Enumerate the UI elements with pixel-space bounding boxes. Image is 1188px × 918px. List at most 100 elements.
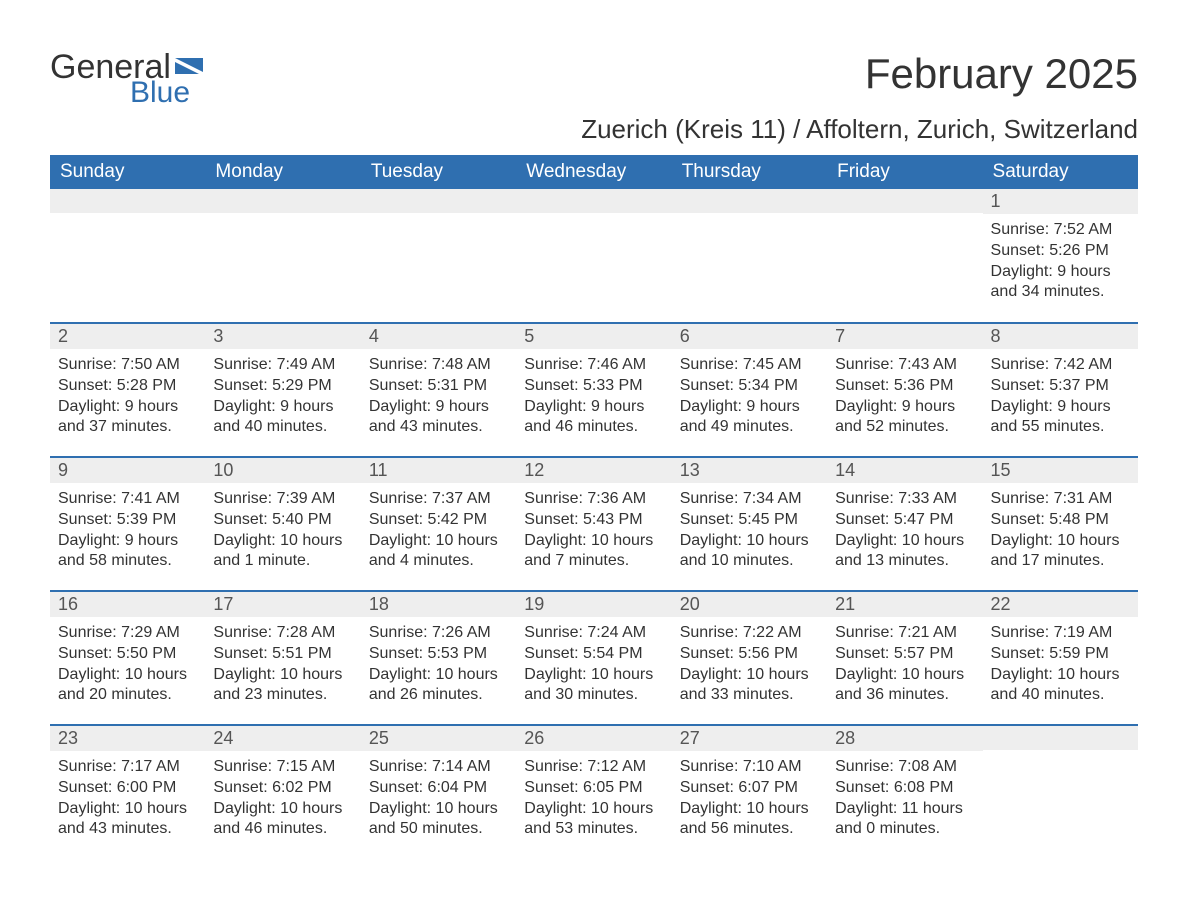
sunset-text: Sunset: 5:53 PM	[369, 644, 508, 665]
dl2-text: and 46 minutes.	[524, 417, 663, 438]
day-number: 4	[361, 324, 516, 349]
weekday-header-row: Sunday Monday Tuesday Wednesday Thursday…	[50, 155, 1138, 189]
calendar-cell	[516, 189, 671, 323]
cell-body	[827, 213, 982, 225]
sunset-text: Sunset: 5:29 PM	[213, 376, 352, 397]
day-number	[205, 189, 360, 213]
weekday-header: Tuesday	[361, 155, 516, 189]
sunrise-text: Sunrise: 7:37 AM	[369, 489, 508, 510]
day-number: 17	[205, 592, 360, 617]
dl2-text: and 56 minutes.	[680, 819, 819, 840]
sunset-text: Sunset: 5:43 PM	[524, 510, 663, 531]
dl1-text: Daylight: 10 hours	[680, 531, 819, 552]
sunset-text: Sunset: 5:48 PM	[991, 510, 1130, 531]
weekday-header: Friday	[827, 155, 982, 189]
calendar-cell: 19Sunrise: 7:24 AMSunset: 5:54 PMDayligh…	[516, 591, 671, 725]
dl2-text: and 43 minutes.	[369, 417, 508, 438]
dl2-text: and 52 minutes.	[835, 417, 974, 438]
day-number: 14	[827, 458, 982, 483]
calendar-cell	[672, 189, 827, 323]
calendar-cell: 18Sunrise: 7:26 AMSunset: 5:53 PMDayligh…	[361, 591, 516, 725]
weekday-header: Thursday	[672, 155, 827, 189]
dl1-text: Daylight: 9 hours	[680, 397, 819, 418]
day-number: 10	[205, 458, 360, 483]
cell-body: Sunrise: 7:29 AMSunset: 5:50 PMDaylight:…	[50, 617, 205, 712]
calendar-cell: 28Sunrise: 7:08 AMSunset: 6:08 PMDayligh…	[827, 725, 982, 859]
dl2-text: and 58 minutes.	[58, 551, 197, 572]
calendar-cell: 14Sunrise: 7:33 AMSunset: 5:47 PMDayligh…	[827, 457, 982, 591]
calendar-week-row: 16Sunrise: 7:29 AMSunset: 5:50 PMDayligh…	[50, 591, 1138, 725]
dl1-text: Daylight: 10 hours	[213, 799, 352, 820]
calendar-week-row: 23Sunrise: 7:17 AMSunset: 6:00 PMDayligh…	[50, 725, 1138, 859]
calendar-cell: 11Sunrise: 7:37 AMSunset: 5:42 PMDayligh…	[361, 457, 516, 591]
sunset-text: Sunset: 5:40 PM	[213, 510, 352, 531]
sunset-text: Sunset: 5:34 PM	[680, 376, 819, 397]
dl2-text: and 49 minutes.	[680, 417, 819, 438]
cell-body: Sunrise: 7:26 AMSunset: 5:53 PMDaylight:…	[361, 617, 516, 712]
weekday-header: Wednesday	[516, 155, 671, 189]
dl1-text: Daylight: 10 hours	[524, 799, 663, 820]
calendar-cell: 20Sunrise: 7:22 AMSunset: 5:56 PMDayligh…	[672, 591, 827, 725]
cell-body: Sunrise: 7:46 AMSunset: 5:33 PMDaylight:…	[516, 349, 671, 444]
calendar-week-row: 9Sunrise: 7:41 AMSunset: 5:39 PMDaylight…	[50, 457, 1138, 591]
sunrise-text: Sunrise: 7:17 AM	[58, 757, 197, 778]
day-number: 15	[983, 458, 1138, 483]
dl2-text: and 55 minutes.	[991, 417, 1130, 438]
sunrise-text: Sunrise: 7:52 AM	[991, 220, 1130, 241]
calendar-body: 1Sunrise: 7:52 AMSunset: 5:26 PMDaylight…	[50, 189, 1138, 859]
sunrise-text: Sunrise: 7:48 AM	[369, 355, 508, 376]
day-number: 1	[983, 189, 1138, 214]
sunset-text: Sunset: 5:54 PM	[524, 644, 663, 665]
flag-icon	[175, 58, 203, 80]
dl1-text: Daylight: 10 hours	[991, 665, 1130, 686]
sunrise-text: Sunrise: 7:15 AM	[213, 757, 352, 778]
calendar-cell	[983, 725, 1138, 859]
cell-body: Sunrise: 7:41 AMSunset: 5:39 PMDaylight:…	[50, 483, 205, 578]
calendar-week-row: 2Sunrise: 7:50 AMSunset: 5:28 PMDaylight…	[50, 323, 1138, 457]
dl1-text: Daylight: 10 hours	[369, 665, 508, 686]
dl2-text: and 46 minutes.	[213, 819, 352, 840]
day-number	[827, 189, 982, 213]
dl1-text: Daylight: 10 hours	[369, 531, 508, 552]
sunrise-text: Sunrise: 7:24 AM	[524, 623, 663, 644]
dl1-text: Daylight: 10 hours	[680, 799, 819, 820]
sunrise-text: Sunrise: 7:46 AM	[524, 355, 663, 376]
dl2-text: and 4 minutes.	[369, 551, 508, 572]
sunrise-text: Sunrise: 7:22 AM	[680, 623, 819, 644]
sunrise-text: Sunrise: 7:21 AM	[835, 623, 974, 644]
day-number: 26	[516, 726, 671, 751]
dl1-text: Daylight: 9 hours	[213, 397, 352, 418]
day-number: 27	[672, 726, 827, 751]
day-number	[516, 189, 671, 213]
dl1-text: Daylight: 9 hours	[835, 397, 974, 418]
sunrise-text: Sunrise: 7:39 AM	[213, 489, 352, 510]
sunrise-text: Sunrise: 7:43 AM	[835, 355, 974, 376]
dl1-text: Daylight: 9 hours	[524, 397, 663, 418]
dl2-text: and 1 minute.	[213, 551, 352, 572]
cell-body: Sunrise: 7:50 AMSunset: 5:28 PMDaylight:…	[50, 349, 205, 444]
dl1-text: Daylight: 10 hours	[213, 665, 352, 686]
calendar-cell: 10Sunrise: 7:39 AMSunset: 5:40 PMDayligh…	[205, 457, 360, 591]
calendar-cell: 13Sunrise: 7:34 AMSunset: 5:45 PMDayligh…	[672, 457, 827, 591]
weekday-header: Monday	[205, 155, 360, 189]
calendar-cell: 1Sunrise: 7:52 AMSunset: 5:26 PMDaylight…	[983, 189, 1138, 323]
sunrise-text: Sunrise: 7:14 AM	[369, 757, 508, 778]
calendar-cell: 12Sunrise: 7:36 AMSunset: 5:43 PMDayligh…	[516, 457, 671, 591]
dl2-text: and 40 minutes.	[991, 685, 1130, 706]
cell-body: Sunrise: 7:52 AMSunset: 5:26 PMDaylight:…	[983, 214, 1138, 309]
calendar-cell	[205, 189, 360, 323]
dl2-text: and 37 minutes.	[58, 417, 197, 438]
calendar-cell: 9Sunrise: 7:41 AMSunset: 5:39 PMDaylight…	[50, 457, 205, 591]
dl2-text: and 43 minutes.	[58, 819, 197, 840]
day-number: 25	[361, 726, 516, 751]
sunrise-text: Sunrise: 7:19 AM	[991, 623, 1130, 644]
calendar-cell: 2Sunrise: 7:50 AMSunset: 5:28 PMDaylight…	[50, 323, 205, 457]
day-number: 2	[50, 324, 205, 349]
cell-body: Sunrise: 7:14 AMSunset: 6:04 PMDaylight:…	[361, 751, 516, 846]
sunset-text: Sunset: 5:26 PM	[991, 241, 1130, 262]
sunset-text: Sunset: 6:00 PM	[58, 778, 197, 799]
day-number: 22	[983, 592, 1138, 617]
sunset-text: Sunset: 5:51 PM	[213, 644, 352, 665]
sunset-text: Sunset: 5:56 PM	[680, 644, 819, 665]
dl2-text: and 53 minutes.	[524, 819, 663, 840]
